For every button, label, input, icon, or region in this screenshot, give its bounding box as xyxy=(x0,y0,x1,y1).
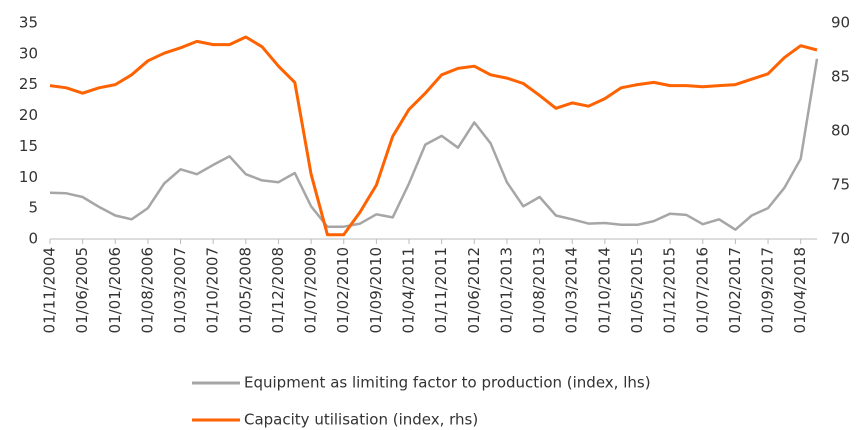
line-series xyxy=(49,58,819,231)
x-tick-label: 01/11/2004 xyxy=(41,247,59,333)
x-tick-label: 01/03/2007 xyxy=(171,247,189,333)
x-tick-label: 01/05/2015 xyxy=(628,247,646,333)
x-tick-label: 01/09/2017 xyxy=(759,247,777,333)
x-tick-label: 01/07/2016 xyxy=(693,247,711,333)
y-tick-label: 35 xyxy=(19,14,38,32)
x-tick-label: 01/02/2010 xyxy=(334,247,352,333)
y-tick-label: 30 xyxy=(19,44,38,62)
line-series xyxy=(49,35,818,237)
x-tick-label: 01/09/2010 xyxy=(367,247,385,333)
x-tick-label: 01/01/2006 xyxy=(106,247,124,333)
y2-tick-label: 75 xyxy=(831,176,850,194)
x-tick-label: 01/03/2014 xyxy=(563,247,581,333)
x-tick-label: 01/06/2005 xyxy=(73,247,91,333)
x-tick-label: 01/12/2015 xyxy=(661,247,679,333)
x-tick-label: 01/10/2014 xyxy=(595,247,613,333)
x-tick-label: 01/07/2009 xyxy=(302,247,320,333)
y2-tick-label: 85 xyxy=(831,68,850,86)
x-tick-label: 01/08/2013 xyxy=(530,247,548,333)
x-tick-label: 01/01/2013 xyxy=(497,247,515,333)
x-tick-label: 01/06/2012 xyxy=(465,247,483,333)
y-tick-label: 10 xyxy=(19,168,38,186)
x-tick-label: 01/12/2008 xyxy=(269,247,287,333)
x-tick-label: 01/08/2006 xyxy=(138,247,156,333)
x-tick-label: 01/02/2017 xyxy=(726,247,744,333)
y-tick-label: 15 xyxy=(19,137,38,155)
x-tick-label: 01/04/2011 xyxy=(400,247,418,333)
y2-tick-label: 80 xyxy=(831,122,850,140)
x-tick-label: 01/04/2018 xyxy=(791,247,809,333)
y-tick-label: 5 xyxy=(28,199,38,217)
x-tick-label: 01/05/2008 xyxy=(236,247,254,333)
x-tick-label: 01/11/2011 xyxy=(432,247,450,333)
y-tick-label: 25 xyxy=(19,75,38,93)
legend-label: Capacity utilisation (index, rhs) xyxy=(244,411,478,429)
y2-tick-label: 90 xyxy=(831,14,850,32)
x-tick-label: 01/10/2007 xyxy=(204,247,222,333)
legend-label: Equipment as limiting factor to producti… xyxy=(244,374,651,392)
y2-tick-label: 70 xyxy=(831,230,850,248)
y-tick-label: 20 xyxy=(19,106,38,124)
y-tick-label: 0 xyxy=(28,230,38,248)
